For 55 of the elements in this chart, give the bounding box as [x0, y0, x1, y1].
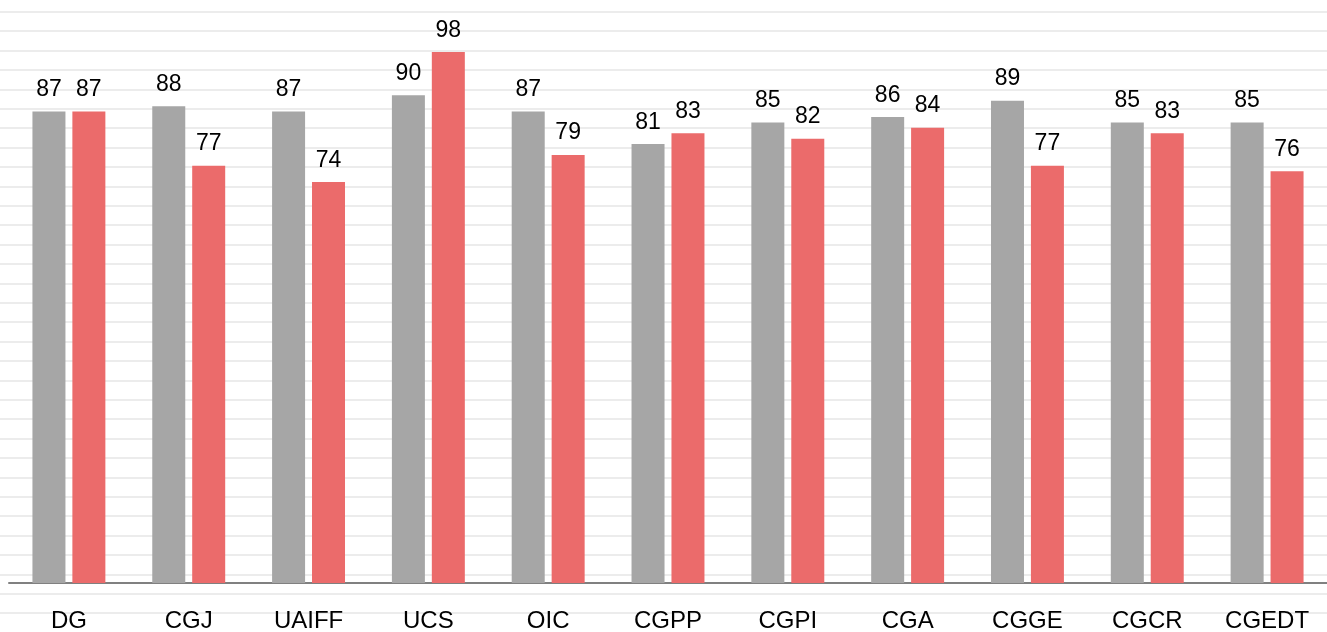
bar: [791, 138, 825, 583]
bar: [751, 122, 785, 583]
bar: [312, 182, 346, 583]
bar: [911, 127, 945, 583]
data-label: 90: [395, 58, 422, 85]
bar: [631, 144, 665, 583]
x-tick-label: CGCR: [1111, 605, 1183, 632]
data-label: 87: [36, 75, 62, 102]
x-tick-label: OIC: [526, 605, 570, 632]
x-tick-label: DG: [50, 605, 87, 632]
data-label: 84: [914, 91, 941, 118]
x-tick-label: CGJ: [164, 605, 213, 632]
bar: [871, 117, 905, 583]
bar: [72, 111, 106, 583]
x-tick-label: UCS: [403, 605, 454, 632]
data-label: 87: [515, 75, 542, 102]
data-label: 79: [555, 118, 581, 145]
data-label: 87: [275, 75, 302, 102]
x-tick-label: CGA: [881, 605, 934, 632]
bar: [551, 154, 585, 583]
data-label: 85: [1114, 85, 1141, 112]
data-label: 87: [76, 75, 102, 102]
x-tick-label: CGGE: [992, 605, 1063, 632]
x-tick-label: CGPP: [633, 605, 703, 632]
data-label: 83: [675, 96, 701, 123]
bar: [1110, 122, 1144, 583]
bar: [1270, 171, 1304, 583]
data-label: 77: [1034, 129, 1061, 156]
bar: [511, 111, 545, 583]
data-label: 85: [755, 85, 781, 112]
bar: [1030, 165, 1064, 583]
bar: [391, 95, 425, 583]
bar: [272, 111, 306, 583]
data-label: 77: [195, 129, 222, 156]
data-label: 74: [315, 145, 342, 172]
data-label: 82: [794, 102, 821, 129]
data-label: 76: [1274, 134, 1300, 161]
x-tick-label: CGPI: [758, 605, 818, 632]
data-label: 83: [1154, 96, 1181, 123]
data-label: 86: [874, 80, 901, 107]
data-label: 85: [1234, 85, 1260, 112]
data-label: 98: [435, 15, 462, 42]
bar: [152, 106, 186, 583]
bar: [1150, 133, 1184, 583]
x-tick-label: CGEDT: [1225, 605, 1310, 632]
data-label: 89: [994, 64, 1021, 91]
x-tick-label: UAIFF: [273, 605, 344, 632]
bar: [990, 100, 1024, 583]
bar: [1230, 122, 1264, 583]
data-label: 88: [155, 69, 182, 96]
bar: [32, 111, 66, 583]
bar: [192, 165, 226, 583]
data-label: 81: [635, 107, 661, 134]
bar: [431, 52, 465, 583]
bar: [671, 133, 705, 583]
